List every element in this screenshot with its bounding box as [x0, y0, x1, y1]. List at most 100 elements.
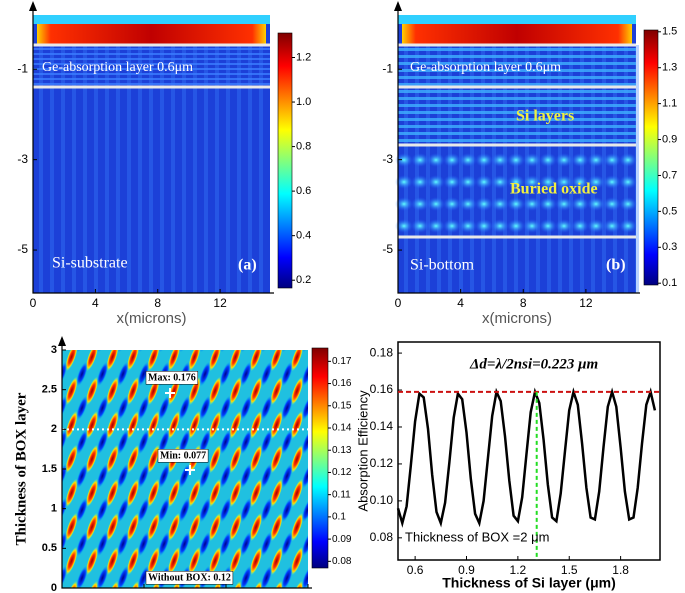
field-stripe: [613, 45, 617, 293]
x-tick-label: 0.6: [407, 563, 424, 577]
x-tick-label: 0: [30, 296, 37, 310]
fringe: [398, 118, 636, 121]
blob: [539, 153, 557, 167]
colorbar-tick-label: 0.16: [332, 378, 352, 389]
blob: [443, 153, 461, 167]
colorbar: [277, 32, 293, 289]
field-stripe: [437, 45, 441, 293]
field-stripe: [61, 45, 65, 293]
y-tick-label: 0.5: [42, 542, 57, 554]
x-axis-title: x(microns): [117, 310, 187, 327]
y-axis-title: Absorption Efficiency: [355, 390, 370, 512]
blob: [459, 175, 477, 189]
colorbar-tick-label: 0.12: [332, 467, 352, 478]
colorbar-tick-label: 0.08: [332, 556, 352, 567]
field-stripe: [138, 45, 142, 293]
y-axis-title: Thickness of BOX layer: [13, 392, 29, 545]
y-tick-label: -5: [17, 242, 28, 256]
blob: [587, 197, 605, 211]
blob: [475, 219, 493, 233]
annotation: Si layers: [516, 108, 574, 125]
colorbar-tick-label: 0.17: [332, 356, 352, 367]
colorbar-tick-label: 0.13: [332, 445, 352, 456]
x-axis-title: x(microns): [482, 310, 552, 327]
x-tick-label: 4: [457, 296, 464, 310]
y-tick-label: -1: [17, 61, 28, 75]
field: [395, 15, 639, 293]
blob: [395, 197, 413, 211]
fringe: [33, 48, 270, 50]
colorbar: [311, 347, 329, 569]
blob: [523, 197, 541, 211]
blob: [427, 197, 445, 211]
field-stripe: [116, 45, 120, 293]
field-stripe: [558, 45, 562, 293]
field-stripe: [503, 45, 507, 293]
y-tick-label: 0: [51, 582, 57, 593]
blob: [523, 175, 541, 189]
colorbar-tick-label: 0.9: [662, 133, 677, 145]
field-stripe: [50, 45, 54, 293]
fringe: [398, 55, 636, 58]
field-stripe: [39, 45, 43, 293]
field-stripe: [149, 45, 153, 293]
field-stripe: [426, 45, 430, 293]
field-stripe: [569, 45, 573, 293]
colorbar: [643, 29, 659, 286]
x-tick-label: 1.5: [561, 563, 578, 577]
colorbar-tick-label: 0.8: [296, 140, 311, 152]
field-stripe: [160, 45, 164, 293]
axis-arrow: [394, 1, 402, 11]
field-stripe: [470, 45, 474, 293]
y-tick-label: 0.16: [370, 382, 394, 396]
colorbar-tick-label: 0.14: [332, 423, 352, 434]
fringe: [398, 97, 636, 100]
field-stripe: [204, 45, 208, 293]
field-stripe: [525, 45, 529, 293]
field-bg: [33, 15, 270, 293]
field-stripe: [514, 45, 518, 293]
annotation-box: [145, 571, 234, 585]
blob: [395, 153, 413, 167]
x-axis-title: Thickness of Si layer (μm): [442, 575, 616, 591]
colorbar-tick-label: 0.2: [296, 274, 311, 286]
blob: [491, 175, 509, 189]
y-tick-label: -5: [382, 242, 393, 256]
axis-arrow: [29, 1, 37, 11]
blob: [459, 197, 477, 211]
blob: [571, 175, 589, 189]
fringe: [33, 78, 270, 80]
colorbar-tick-label: 0.4: [296, 230, 311, 242]
blob: [571, 219, 589, 233]
blob: [411, 175, 429, 189]
colorbar-tick-label: 0.11: [332, 489, 351, 500]
blob: [507, 197, 525, 211]
fringe: [398, 62, 636, 65]
field-stripe: [547, 45, 551, 293]
field-top: [33, 15, 270, 24]
blob: [555, 197, 573, 211]
x-tick-label: 1.2: [510, 563, 527, 577]
ge-band: [402, 24, 632, 45]
fringe: [398, 104, 636, 107]
x-tick-label: 8: [154, 296, 161, 310]
field-stripe: [94, 45, 98, 293]
field-stripe: [72, 45, 76, 293]
blob: [571, 197, 589, 211]
colorbar-tick-label: 1.3: [662, 62, 677, 74]
annotation: Without BOX: 0.12: [148, 572, 231, 583]
field-stripe: [127, 45, 131, 293]
y-tick-label: 0.12: [370, 456, 394, 470]
blob: [427, 219, 445, 233]
fringe: [398, 111, 636, 114]
blob: [619, 197, 637, 211]
blob: [539, 197, 557, 211]
colorbar-tick-label: 0.1: [332, 512, 346, 523]
blob: [555, 219, 573, 233]
annotation: Si-bottom: [410, 257, 475, 274]
annotation: Min: 0.077: [160, 450, 206, 461]
colorbar-tick-label: 0.09: [332, 534, 352, 545]
x-tick-label: 0.9: [458, 563, 475, 577]
y-tick-label: 3: [51, 344, 57, 356]
